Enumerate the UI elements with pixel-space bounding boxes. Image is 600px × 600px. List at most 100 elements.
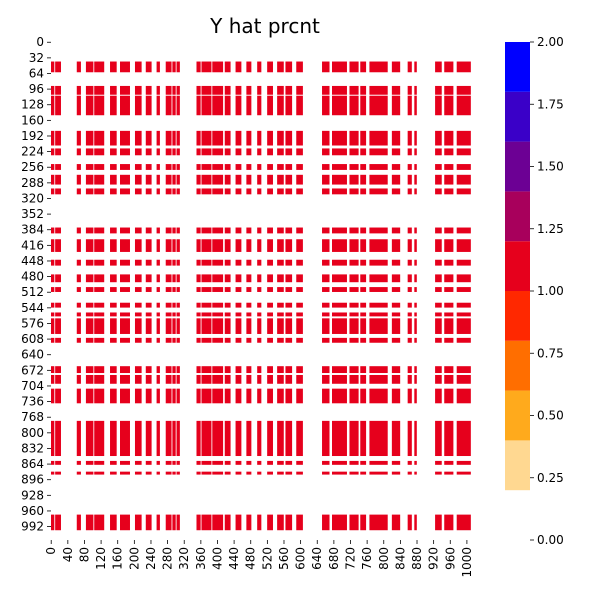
- heatmap-cell-11-27: [360, 274, 367, 283]
- heatmap-cell-5-12: [176, 164, 180, 170]
- heatmap-cell-7-31: [414, 188, 417, 195]
- heatmap-cell-5-19: [257, 164, 262, 170]
- heatmap-cell-2-14: [201, 95, 212, 116]
- heatmap-cell-1-3: [85, 85, 94, 95]
- heatmap-cell-20-30: [407, 420, 412, 457]
- heatmap-cell-18-22: [285, 374, 293, 384]
- heatmap-cell-9-13: [196, 239, 201, 252]
- heatmap-cell-14-30: [407, 312, 412, 317]
- heatmap-cell-17-23: [296, 366, 303, 374]
- heatmap-cell-6-4: [94, 174, 105, 185]
- heatmap-cell-0-33: [444, 61, 454, 73]
- heatmap-cell-19-12: [176, 388, 180, 404]
- heatmap-cell-21-7: [134, 460, 142, 465]
- heatmap-cell-15-29: [391, 318, 401, 334]
- heatmap-cell-14-22: [285, 312, 293, 317]
- heatmap-cell-14-23: [296, 312, 303, 317]
- heatmap-cell-5-31: [414, 164, 417, 170]
- y-tick-label-32: 32: [29, 51, 44, 65]
- heatmap-cell-0-25: [332, 61, 347, 73]
- heatmap-cell-23-15: [212, 514, 224, 531]
- heatmap-cell-0-7: [134, 61, 142, 73]
- heatmap-cell-2-4: [94, 95, 105, 116]
- heatmap-cell-19-30: [407, 388, 412, 404]
- x-tick-label-760: 760: [360, 547, 374, 570]
- heatmap-cell-4-29: [391, 148, 401, 156]
- heatmap-cell-9-17: [235, 239, 242, 252]
- heatmap-cell-19-26: [349, 388, 359, 404]
- heatmap-cell-15-33: [444, 318, 454, 334]
- heatmap-cell-15-10: [165, 318, 172, 334]
- heatmap-cell-2-23: [296, 95, 303, 116]
- heatmap-cell-23-10: [165, 514, 172, 531]
- heatmap-cell-13-26: [349, 302, 359, 308]
- heatmap-cell-3-17: [235, 130, 242, 146]
- heatmap-cell-10-11: [172, 259, 176, 266]
- heatmap-cell-18-10: [165, 374, 172, 384]
- heatmap-cell-11-3: [85, 274, 94, 283]
- heatmap-cell-14-7: [134, 312, 142, 317]
- heatmap-cell-5-2: [76, 164, 81, 170]
- heatmap-cell-19-9: [156, 388, 160, 404]
- heatmap-cell-17-16: [224, 366, 231, 374]
- heatmap-cell-5-26: [349, 164, 359, 170]
- heatmap-cell-23-32: [435, 514, 442, 531]
- heatmap-cell-22-34: [456, 471, 471, 475]
- heatmap-cell-18-26: [349, 374, 359, 384]
- heatmap-cell-20-27: [360, 420, 367, 457]
- heatmap-cell-10-20: [267, 259, 273, 266]
- heatmap-cell-23-24: [322, 514, 330, 531]
- heatmap-cell-9-14: [201, 239, 212, 252]
- heatmap-cell-8-21: [277, 227, 284, 234]
- heatmap-cell-1-30: [407, 85, 412, 95]
- heatmap-cell-0-27: [360, 61, 367, 73]
- heatmap-cell-17-28: [369, 366, 388, 374]
- heatmap-cell-20-32: [435, 420, 442, 457]
- heatmap-cell-21-23: [296, 460, 303, 465]
- colorbar-tick-label-3: 0.75: [537, 346, 564, 360]
- heatmap-cell-0-24: [322, 61, 330, 73]
- heatmap: [51, 61, 471, 531]
- heatmap-cell-16-4: [94, 337, 105, 343]
- heatmap-cell-7-5: [110, 188, 117, 195]
- heatmap-cell-16-2: [76, 337, 81, 343]
- heatmap-cell-0-28: [369, 61, 388, 73]
- colorbar-tick-label-8: 2.00: [537, 35, 564, 49]
- heatmap-cell-14-9: [156, 312, 160, 317]
- heatmap-cell-23-21: [277, 514, 284, 531]
- heatmap-cell-2-5: [110, 95, 117, 116]
- heatmap-cell-0-0: [51, 61, 55, 73]
- heatmap-cell-7-3: [85, 188, 94, 195]
- heatmap-cell-15-24: [322, 318, 330, 334]
- heatmap-cell-18-0: [51, 374, 55, 384]
- heatmap-cell-5-34: [456, 164, 471, 170]
- heatmap-cell-22-18: [246, 471, 252, 475]
- colorbar-tick-label-7: 1.75: [537, 97, 564, 111]
- heatmap-cell-9-3: [85, 239, 94, 252]
- heatmap-cell-19-34: [456, 388, 471, 404]
- heatmap-cell-3-15: [212, 130, 224, 146]
- heatmap-cell-18-27: [360, 374, 367, 384]
- heatmap-cell-13-33: [444, 302, 454, 308]
- heatmap-cell-21-1: [55, 460, 61, 465]
- heatmap-cell-13-28: [369, 302, 388, 308]
- x-tick-label-600: 600: [294, 547, 308, 570]
- heatmap-cell-7-18: [246, 188, 252, 195]
- heatmap-cell-16-27: [360, 337, 367, 343]
- heatmap-cell-14-3: [85, 312, 94, 317]
- heatmap-cell-18-24: [322, 374, 330, 384]
- heatmap-cell-11-15: [212, 274, 224, 283]
- heatmap-cell-21-5: [110, 460, 117, 465]
- heatmap-cell-16-6: [120, 337, 130, 343]
- heatmap-cell-23-30: [407, 514, 412, 531]
- heatmap-cell-22-22: [285, 471, 293, 475]
- heatmap-cell-2-1: [55, 95, 61, 116]
- heatmap-cell-15-28: [369, 318, 388, 334]
- heatmap-cell-20-34: [456, 420, 471, 457]
- heatmap-cell-0-21: [277, 61, 284, 73]
- heatmap-cell-15-32: [435, 318, 442, 334]
- heatmap-cell-22-1: [55, 471, 61, 475]
- heatmap-cell-20-16: [224, 420, 231, 457]
- heatmap-cell-2-26: [349, 95, 359, 116]
- heatmap-cell-14-6: [120, 312, 130, 317]
